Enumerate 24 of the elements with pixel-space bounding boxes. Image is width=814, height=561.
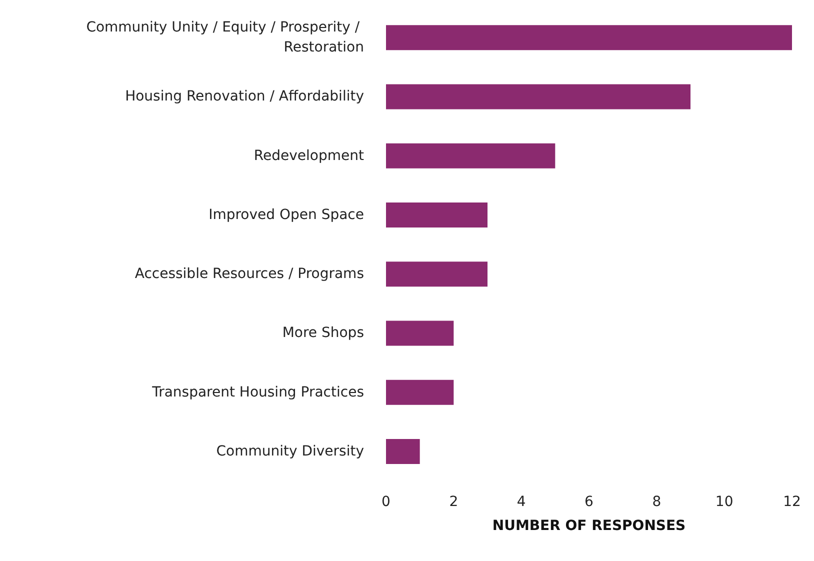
- x-tick-label: 4: [516, 494, 526, 510]
- x-tick-label: 10: [715, 494, 734, 510]
- x-axis-title: NUMBER OF RESPONSES: [492, 518, 686, 534]
- bar: [386, 84, 690, 110]
- y-tick-label: Housing Renovation / Affordability: [125, 88, 364, 105]
- x-tick-label: 8: [652, 494, 662, 510]
- y-tick-label: Accessible Resources / Programs: [134, 266, 364, 282]
- x-tick-label: 12: [783, 494, 801, 510]
- y-tick-label: Transparent Housing Practices: [151, 384, 364, 400]
- y-tick-label: Redevelopment: [254, 148, 364, 164]
- y-tick-label: More Shops: [282, 325, 364, 342]
- y-tick-label: Community Diversity: [216, 443, 364, 460]
- x-tick-label: 0: [382, 494, 390, 510]
- bar: [386, 380, 454, 405]
- x-tick-label: 6: [584, 494, 594, 510]
- y-tick-label: Improved Open Space: [208, 206, 364, 223]
- bar: [386, 202, 488, 228]
- bar: [386, 262, 488, 287]
- bar: [386, 438, 420, 464]
- y-tick-label: Community Unity / Equity / Prosperity / Restoration: [86, 20, 364, 56]
- bar: [386, 25, 792, 50]
- bar: [386, 320, 454, 346]
- x-tick-label: 2: [449, 494, 458, 510]
- bar: [386, 143, 556, 168]
